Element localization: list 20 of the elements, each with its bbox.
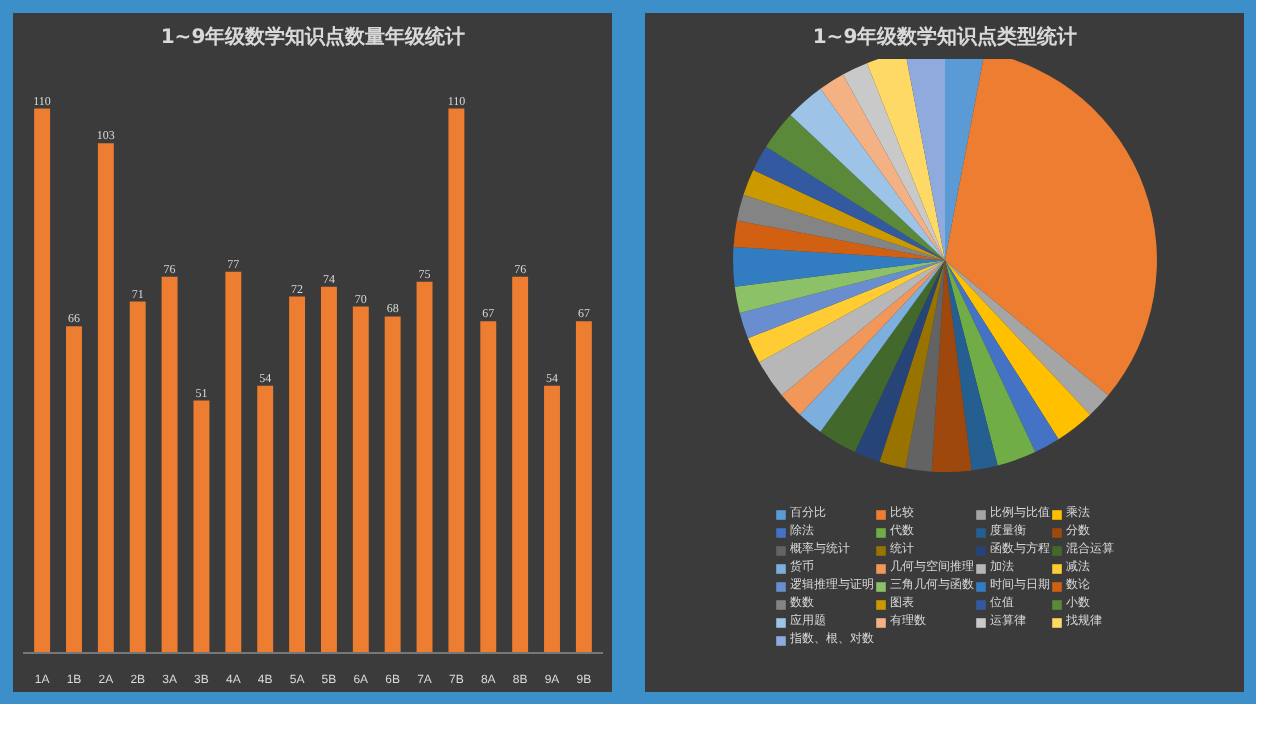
bar	[66, 326, 82, 653]
bar	[257, 385, 274, 653]
bar	[320, 286, 337, 653]
bar	[544, 385, 560, 653]
bar	[289, 296, 306, 653]
bar	[448, 108, 465, 653]
bar	[225, 271, 242, 653]
bar	[129, 301, 146, 653]
bar	[161, 276, 178, 653]
bar	[97, 143, 114, 653]
chart-title: 1~9年级数学知识点类型统计	[812, 25, 1078, 49]
bar	[352, 306, 369, 653]
bar	[416, 281, 433, 653]
bar	[34, 108, 51, 653]
bar	[512, 276, 529, 653]
bar	[480, 321, 497, 653]
bar	[193, 400, 210, 653]
chart-title: 1~9年级数学知识点数量年级统计	[160, 25, 466, 49]
bar	[384, 316, 401, 653]
bar	[575, 321, 592, 653]
